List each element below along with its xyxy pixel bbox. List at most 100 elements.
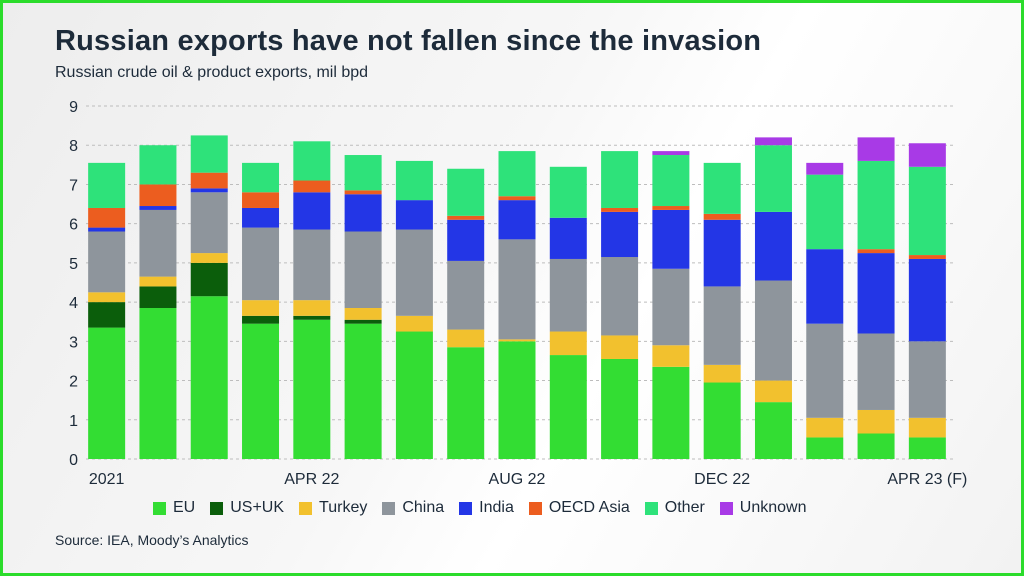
- bar-segment: [601, 358, 639, 459]
- bar-segment: [139, 307, 177, 459]
- bar-segment: [293, 229, 331, 301]
- bar-segment: [293, 180, 331, 193]
- bar-segment: [344, 190, 382, 195]
- bar-segment: [601, 335, 639, 359]
- bar-segment: [293, 300, 331, 316]
- bar-segment: [139, 286, 177, 308]
- bar-segment: [139, 184, 177, 207]
- y-tick-label: 7: [69, 177, 78, 194]
- legend-swatch: [528, 501, 542, 515]
- legend-item: OECD Asia: [528, 499, 630, 517]
- bar-segment: [703, 364, 741, 383]
- legend-swatch: [719, 501, 733, 515]
- bar-segment: [447, 347, 485, 459]
- bar-segment: [447, 329, 485, 348]
- y-tick-label: 4: [69, 295, 78, 312]
- y-tick-label: 6: [69, 217, 78, 234]
- bar-segment: [857, 137, 895, 161]
- bar-segment: [703, 286, 741, 365]
- bar-segment: [652, 155, 690, 207]
- bar-segment: [806, 162, 844, 175]
- legend-label: OECD Asia: [548, 499, 630, 516]
- bar-segment: [601, 207, 639, 212]
- chart-subtitle: Russian crude oil & product exports, mil…: [55, 64, 369, 81]
- legend-label: Other: [664, 499, 705, 516]
- bar-segment: [703, 219, 741, 287]
- bar-segment: [549, 217, 587, 259]
- bar-segment: [498, 196, 536, 201]
- legend-item: China: [382, 499, 444, 517]
- bar-segment: [652, 345, 690, 367]
- bar-segment: [242, 162, 280, 193]
- legend-swatch: [459, 501, 473, 515]
- bar-segment: [498, 151, 536, 197]
- bar-segment: [806, 417, 844, 438]
- bar-segment: [652, 206, 690, 210]
- bar-segment: [908, 341, 946, 418]
- legend-label: US+UK: [230, 499, 285, 516]
- bar-segment: [806, 249, 844, 324]
- legend-label: EU: [173, 499, 196, 516]
- x-tick-label: APR 23 (F): [887, 471, 967, 488]
- bar-segment: [754, 137, 792, 146]
- legend-swatch: [299, 501, 313, 515]
- bar-segment: [88, 302, 126, 328]
- bar-segment: [344, 307, 382, 320]
- y-tick-label: 9: [69, 99, 78, 116]
- bar-segment: [139, 145, 177, 185]
- bar-segment: [549, 331, 587, 356]
- bar-segment: [908, 437, 946, 459]
- x-tick-label: DEC 22: [694, 471, 750, 488]
- bar-segment: [344, 231, 382, 308]
- bar-segment: [88, 227, 126, 232]
- chart-legend: EU US+UK Turkey China India OECD Asia Other Unk…: [153, 499, 807, 517]
- bar-segment: [754, 211, 792, 281]
- bar-segment: [754, 145, 792, 212]
- bar-segment: [293, 141, 331, 181]
- bar-segment: [549, 258, 587, 332]
- bar-segment: [806, 323, 844, 418]
- legend-item: Other: [644, 499, 705, 517]
- bar-segment: [498, 239, 536, 340]
- bar-segment: [447, 168, 485, 216]
- bar-segment: [293, 319, 331, 459]
- legend-label: Unknown: [739, 499, 807, 516]
- y-tick-label: 3: [69, 334, 78, 351]
- bar-segment: [190, 192, 228, 254]
- bar-segment: [908, 143, 946, 167]
- bar-segment: [88, 207, 126, 228]
- bar-segment: [498, 339, 536, 342]
- bar-segment: [242, 207, 280, 228]
- bar-segment: [190, 172, 228, 189]
- bar-segment: [190, 262, 228, 297]
- legend-swatch: [644, 501, 658, 515]
- bar-segment: [703, 162, 741, 214]
- bar-segment: [344, 323, 382, 459]
- bar-segment: [498, 200, 536, 240]
- bar-segment: [395, 331, 433, 459]
- bar-segment: [652, 366, 690, 459]
- x-tick-label: APR 22: [284, 471, 339, 488]
- legend-item: India: [459, 499, 514, 517]
- bar-segment: [344, 194, 382, 232]
- bar-segment: [242, 192, 280, 208]
- legend-swatch: [210, 501, 224, 515]
- bar-segment: [857, 160, 895, 250]
- bar-segment: [190, 253, 228, 263]
- bar-segment: [447, 215, 485, 220]
- bar-segment: [857, 433, 895, 459]
- bar-segment: [806, 437, 844, 459]
- bar-segment: [395, 160, 433, 201]
- bar-segment: [754, 380, 792, 403]
- legend-swatch: [153, 501, 166, 515]
- bar-segment: [498, 341, 536, 459]
- y-tick-label: 8: [69, 138, 78, 155]
- bar-segment: [652, 209, 690, 269]
- bar-segment: [242, 227, 280, 301]
- legend-item: Unknown: [719, 499, 807, 517]
- x-tick-label: 2021: [89, 471, 125, 488]
- bar-segment: [652, 151, 690, 156]
- bar-segment: [857, 253, 895, 334]
- bar-segment: [447, 260, 485, 330]
